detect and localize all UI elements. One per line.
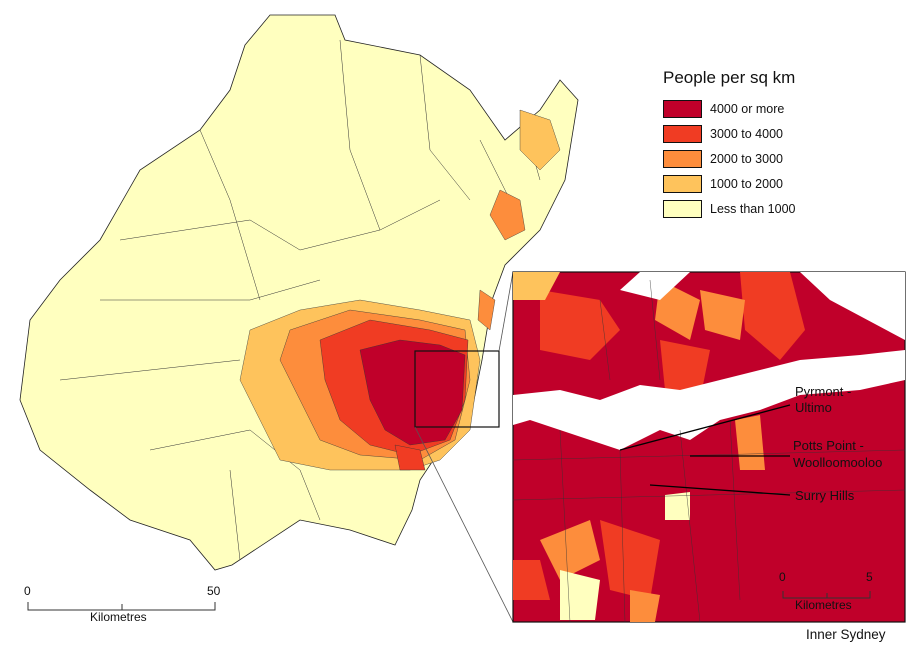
legend-swatch	[663, 175, 702, 193]
legend-swatch	[663, 200, 702, 218]
inset-locator-box	[414, 350, 500, 428]
main-scale-start: 0	[24, 584, 31, 598]
legend-label: 3000 to 4000	[710, 127, 783, 141]
region-boundaries	[59, 39, 541, 561]
legend-swatch	[663, 150, 702, 168]
legend-label: 1000 to 2000	[710, 177, 783, 191]
inset-title: Inner Sydney	[806, 627, 886, 642]
legend-swatch	[663, 100, 702, 118]
label-pyrmont: Pyrmont -	[795, 384, 852, 399]
legend-item: 1000 to 2000	[663, 175, 783, 193]
legend-title: People per sq km	[663, 68, 796, 87]
main-scale-bar	[27, 602, 216, 611]
inset-scale-end: 5	[866, 570, 873, 584]
legend-item: 2000 to 3000	[663, 150, 783, 168]
main-scale-end: 50	[207, 584, 221, 598]
legend-swatch	[663, 125, 702, 143]
greater-sydney-region	[19, 14, 579, 571]
label-woolloomooloo: Woolloomooloo	[793, 455, 883, 470]
inset-map	[512, 271, 906, 623]
main-scale-unit: Kilometres	[90, 610, 147, 624]
label-surry-hills: Surry Hills	[795, 488, 855, 503]
legend-item: Less than 1000	[663, 200, 796, 218]
legend-item: 4000 or more	[663, 100, 784, 118]
inset-scale-bar	[782, 591, 871, 599]
legend-label: Less than 1000	[710, 202, 796, 216]
label-potts-point: Potts Point -	[793, 438, 864, 453]
label-ultimo: Ultimo	[795, 400, 832, 415]
legend-label: 4000 or more	[710, 102, 785, 116]
legend-item: 3000 to 4000	[663, 125, 783, 143]
inset-scale-start: 0	[779, 570, 786, 584]
inset-scale-unit: Kilometres	[795, 598, 852, 612]
legend-label: 2000 to 3000	[710, 152, 783, 166]
